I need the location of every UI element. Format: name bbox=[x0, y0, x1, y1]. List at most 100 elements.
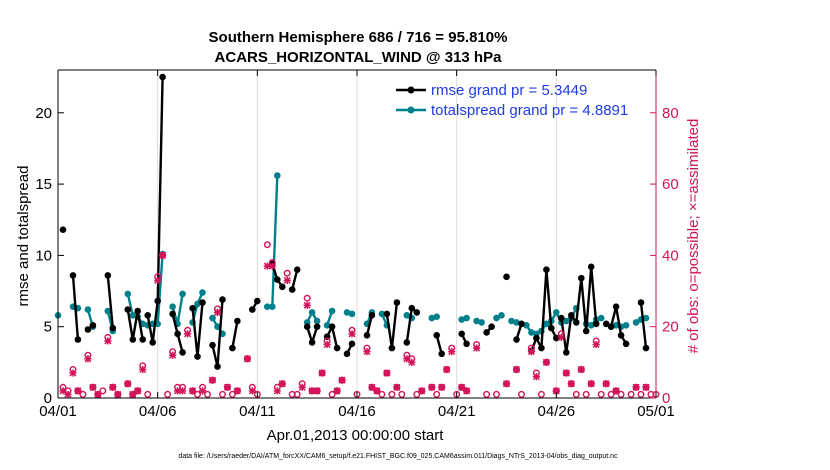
spread-point-19-0 bbox=[493, 314, 500, 322]
spread-point-9-1 bbox=[269, 303, 276, 311]
spread-point-24-1 bbox=[612, 322, 620, 329]
rmse-point-3-0 bbox=[104, 272, 112, 279]
rmse-point-13-1 bbox=[308, 339, 316, 346]
rmse-point-13-2 bbox=[313, 323, 321, 331]
obs-assimilated-20 bbox=[188, 387, 197, 395]
data-file-footnote: data file: /Users/raeder/DAI/ATM_forcXX/… bbox=[178, 453, 618, 460]
obs-assimilated-49 bbox=[418, 387, 426, 395]
rmse-line-16 bbox=[365, 315, 374, 336]
spread-point-18-0 bbox=[473, 317, 480, 325]
y-tick-label-4: 20 bbox=[35, 105, 52, 122]
obs-assimilated-31 bbox=[278, 380, 286, 388]
spread-point-12-1 bbox=[348, 310, 356, 318]
obs-assimilated-14 bbox=[154, 276, 162, 284]
spread-point-11-1 bbox=[328, 307, 336, 315]
obs-assimilated-34 bbox=[303, 301, 311, 309]
rmse-point-5-0 bbox=[144, 312, 151, 319]
spread-point-8-0 bbox=[209, 314, 216, 322]
obs-assimilated-16 bbox=[169, 351, 177, 359]
obs-possible-41 bbox=[283, 269, 291, 277]
obs-assimilated-32 bbox=[283, 276, 291, 284]
spread-point-22-6 bbox=[563, 317, 570, 325]
obs-possible-101 bbox=[637, 390, 645, 398]
rmse-point-3-1 bbox=[109, 324, 117, 332]
obs-possible-99 bbox=[627, 390, 635, 398]
legend-rmse-label: rmse grand pr = 5.3449 bbox=[431, 82, 587, 99]
rmse-point-5-1 bbox=[149, 339, 156, 346]
obs-assimilated-12 bbox=[134, 387, 142, 395]
obs-possible-68 bbox=[433, 390, 441, 398]
rmse-point-23-0 bbox=[513, 336, 520, 343]
obs-assimilated-45 bbox=[383, 369, 391, 377]
y-right-tick-label-3: 60 bbox=[662, 176, 679, 193]
obs-assimilated-71 bbox=[632, 383, 640, 391]
chart-subtitle: ACARS_HORIZONTAL_WIND @ 313 hPa bbox=[215, 49, 503, 66]
rmse-point-21-0 bbox=[483, 329, 490, 336]
spread-point-20-1 bbox=[513, 319, 520, 326]
obs-possible-27 bbox=[203, 390, 211, 398]
obs-assimilated-3 bbox=[74, 387, 82, 395]
obs-possible-96 bbox=[607, 390, 615, 398]
obs-possible-80 bbox=[518, 390, 526, 398]
x-tick-label-1: 04/06 bbox=[139, 403, 177, 420]
obs-possible-19 bbox=[164, 390, 172, 398]
obs-possible-65 bbox=[413, 390, 421, 398]
rmse-point-18-1 bbox=[408, 304, 416, 312]
obs-assimilated-43 bbox=[368, 383, 376, 391]
obs-assimilated-24 bbox=[223, 383, 232, 391]
rmse-line-12 bbox=[291, 269, 299, 290]
obs-assimilated-57 bbox=[502, 380, 511, 388]
rmse-point-9-1 bbox=[234, 317, 241, 325]
rmse-point-26-2 bbox=[612, 303, 620, 311]
obs-assimilated-65 bbox=[567, 380, 575, 388]
obs-assimilated-6 bbox=[94, 390, 102, 399]
rmse-point-10-0 bbox=[249, 306, 256, 313]
obs-assimilated-62 bbox=[552, 387, 560, 395]
obs-assimilated-59 bbox=[527, 348, 536, 356]
rmse-point-14-1 bbox=[328, 323, 336, 331]
obs-assimilated-50 bbox=[428, 383, 436, 391]
obs-assimilated-26 bbox=[243, 355, 251, 363]
spread-point-21-1 bbox=[528, 329, 535, 336]
rmse-point-24-4 bbox=[548, 324, 555, 332]
spread-point-22-2 bbox=[543, 320, 550, 328]
obs-assimilated-0 bbox=[59, 387, 67, 395]
y-axis-label-right: # of obs: o=possible; ×=assimilated bbox=[685, 119, 702, 354]
spread-point-25-0 bbox=[632, 319, 640, 326]
rmse-point-12-1 bbox=[293, 266, 301, 274]
rmse-point-26-1 bbox=[607, 323, 615, 331]
spread-point-14-0 bbox=[378, 310, 386, 318]
rmse-point-4-2 bbox=[134, 307, 141, 315]
rmse-point-7-0 bbox=[189, 304, 196, 312]
obs-assimilated-52 bbox=[443, 365, 451, 374]
obs-possible-91 bbox=[582, 390, 590, 398]
rmse-point-5-2 bbox=[154, 297, 161, 305]
obs-assimilated-54 bbox=[458, 383, 466, 391]
spread-point-2-0 bbox=[84, 306, 92, 313]
rmse-point-26-4 bbox=[622, 340, 630, 348]
rmse-point-24-3 bbox=[543, 266, 550, 274]
rmse-point-9-0 bbox=[229, 344, 236, 352]
rmse-point-24-2 bbox=[538, 344, 545, 352]
obs-assimilated-11 bbox=[129, 390, 137, 399]
rmse-point-0-0 bbox=[59, 226, 67, 233]
obs-assimilated-21 bbox=[198, 387, 207, 395]
rmse-point-1-0 bbox=[69, 272, 77, 279]
obs-assimilated-56 bbox=[473, 344, 481, 352]
rmse-line-3 bbox=[106, 275, 114, 329]
rmse-point-25-5 bbox=[582, 327, 590, 335]
rmse-point-22-0 bbox=[503, 273, 510, 281]
rmse-point-26-0 bbox=[602, 320, 610, 328]
rmse-point-24-1 bbox=[533, 334, 540, 342]
spread-point-19-1 bbox=[498, 312, 505, 319]
obs-assimilated-9 bbox=[114, 390, 122, 399]
obs-possible-98 bbox=[617, 390, 625, 398]
obs-assimilated-4 bbox=[84, 355, 92, 363]
obs-assimilated-2 bbox=[69, 369, 77, 377]
spread-point-17-1 bbox=[463, 314, 470, 322]
rmse-point-7-1 bbox=[194, 353, 201, 360]
obs-assimilated-60 bbox=[532, 373, 540, 381]
spread-point-9-2 bbox=[274, 172, 281, 179]
obs-assimilated-19 bbox=[183, 330, 192, 338]
